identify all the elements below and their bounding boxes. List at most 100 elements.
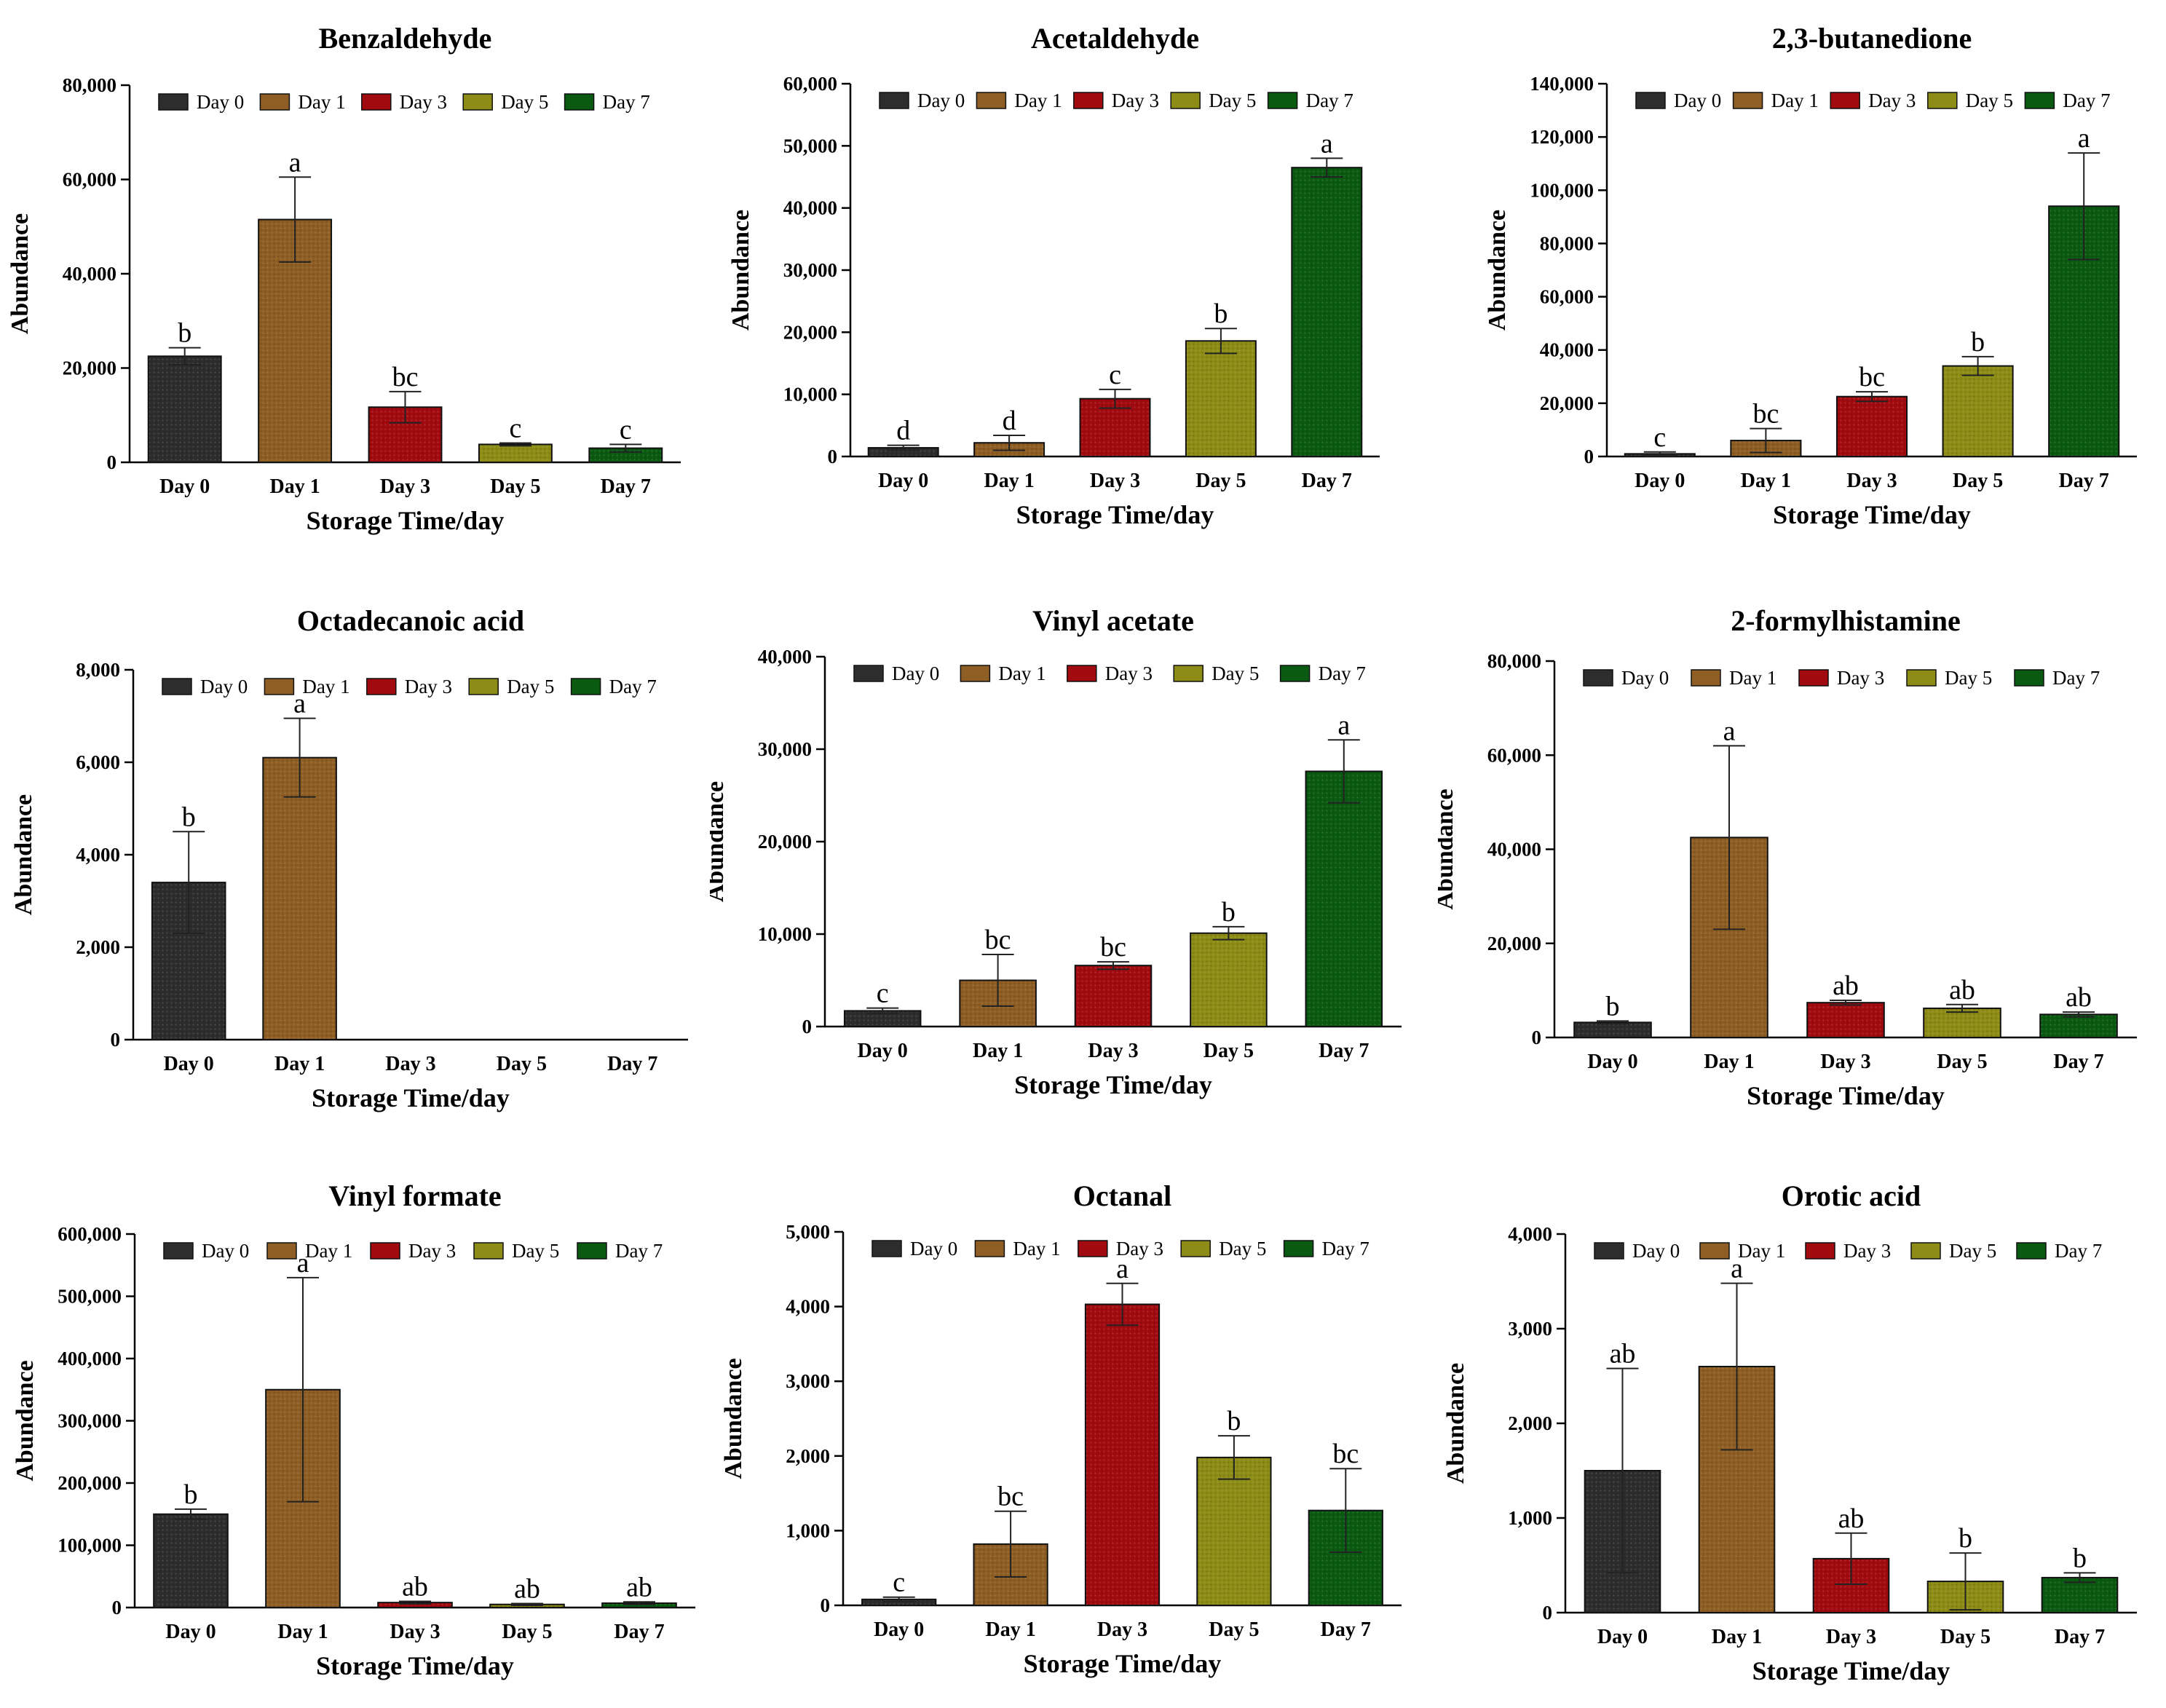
legend-swatch-day-3	[366, 678, 397, 695]
legend-swatch-day-0	[871, 1240, 902, 1257]
x-tick-label: Day 1	[1712, 1626, 1762, 1648]
error-bar-day-1	[1750, 427, 1782, 454]
legend-label-day-7: Day 7	[615, 1240, 663, 1262]
chart-title: Octanal	[1073, 1179, 1172, 1212]
x-tick-label: Day 0	[1587, 1051, 1637, 1073]
y-tick-label: 40,000	[783, 197, 837, 219]
legend-label-day-5: Day 5	[1945, 667, 1992, 689]
x-tick-label: Day 1	[1704, 1051, 1754, 1073]
x-axis-label: Storage Time/day	[1747, 1081, 1945, 1110]
chart-svg: Acetaldehyde 0 10,000 20,000 30,000 40,000 50,…	[727, 22, 1380, 529]
error-bar-day-1	[995, 1510, 1027, 1578]
y-tick-label: 60,000	[1540, 286, 1594, 308]
x-tick-label: Day 7	[1302, 470, 1352, 492]
legend-swatch-day-0	[1583, 669, 1613, 687]
legend-label-day-3: Day 3	[405, 676, 452, 697]
legend-label-day-5: Day 5	[507, 676, 554, 697]
legend-label-day-5: Day 5	[1219, 1238, 1266, 1260]
y-tick-label: 80,000	[1487, 650, 1541, 672]
legend-label-day-0: Day 0	[202, 1240, 249, 1262]
error-bar-day-3	[1097, 961, 1129, 970]
x-tick-label: Day 1	[973, 1040, 1023, 1062]
significance-letter: b	[1971, 327, 1985, 357]
legend-label-day-7: Day 7	[603, 91, 650, 113]
y-tick-label: 10,000	[783, 384, 837, 406]
x-tick-label: Day 5	[1940, 1626, 1991, 1648]
x-axis-label: Storage Time/day	[1773, 500, 1971, 529]
legend-swatch-day-0	[1594, 1242, 1624, 1260]
legend-label-day-0: Day 0	[910, 1238, 957, 1260]
significance-letter: d	[896, 416, 910, 446]
y-tick-label: 200,000	[58, 1472, 122, 1494]
chart-panel-7: Vinyl formate 0 100,000 200,000 300,000 400,0…	[0, 1158, 728, 1704]
significance-letter: c	[1653, 422, 1666, 453]
y-tick-label: 20,000	[783, 321, 837, 343]
error-bar-day-3	[389, 390, 422, 424]
x-tick-label: Day 5	[1203, 1040, 1254, 1062]
legend-label-day-0: Day 0	[892, 663, 939, 684]
significance-letter: c	[620, 414, 632, 445]
error-bar-day-0	[882, 1596, 915, 1602]
significance-letter: ab	[1949, 975, 1975, 1005]
legend-swatch-day-7	[564, 93, 595, 111]
significance-letter: b	[182, 802, 196, 832]
x-tick-label: Day 5	[497, 1053, 547, 1075]
x-tick-label: Day 5	[490, 475, 540, 498]
bar-day-1	[265, 1388, 341, 1608]
y-tick-label: 4,000	[1508, 1223, 1552, 1245]
y-tick-label: 3,000	[1508, 1318, 1552, 1340]
y-tick-label: 40,000	[63, 263, 116, 285]
y-tick-label: 500,000	[58, 1286, 122, 1308]
legend-swatch-day-7	[2016, 1242, 2047, 1260]
significance-letter: b	[1222, 897, 1236, 928]
significance-letter: bc	[392, 362, 419, 392]
error-bar-day-0	[173, 831, 205, 934]
y-tick-label: 40,000	[1540, 339, 1594, 361]
legend-swatch-day-7	[1279, 665, 1311, 682]
bar-day-3	[1835, 395, 1908, 458]
legend-swatch-day-7	[2014, 669, 2044, 687]
legend-label-day-1: Day 1	[998, 663, 1046, 684]
significance-letter: ab	[402, 1571, 428, 1602]
legend-label-day-3: Day 3	[1116, 1238, 1163, 1260]
significance-letter: ab	[1610, 1339, 1636, 1369]
legend-label-day-1: Day 1	[298, 91, 345, 113]
error-bar-day-1	[287, 1276, 319, 1503]
bar-day-5	[1185, 340, 1257, 457]
legend-label-day-1: Day 1	[1738, 1240, 1785, 1262]
y-tick-label: 20,000	[758, 831, 812, 853]
bar-day-5	[478, 443, 553, 464]
x-tick-label: Day 5	[1195, 470, 1246, 492]
chart-title: Vinyl acetate	[1032, 604, 1194, 637]
error-bar-day-7	[609, 443, 642, 453]
significance-letter: bc	[1752, 399, 1779, 430]
significance-letter: b	[184, 1479, 198, 1510]
legend-label-day-3: Day 3	[1112, 90, 1159, 111]
x-axis-label: Storage Time/day	[1024, 1649, 1222, 1678]
significance-letter: d	[1003, 406, 1016, 436]
y-tick-label: 4,000	[76, 844, 120, 866]
legend-swatch-day-5	[468, 678, 499, 695]
y-tick-label: 30,000	[783, 259, 837, 281]
chart-panel-3: 2,3-butanedione 0 20,000 40,000 60,000 80,000…	[1438, 0, 2166, 561]
legend-swatch-day-0	[853, 665, 884, 682]
x-axis-label: Storage Time/day	[307, 506, 505, 535]
bar-day-3	[1074, 965, 1153, 1027]
x-tick-label: Day 5	[502, 1621, 552, 1643]
x-tick-label: Day 0	[874, 1618, 924, 1641]
bar-day-0	[153, 1513, 229, 1608]
y-tick-label: 400,000	[58, 1348, 122, 1369]
x-tick-label: Day 7	[614, 1621, 664, 1643]
error-bar-day-3	[1856, 391, 1888, 403]
y-tick-label: 0	[821, 1594, 831, 1616]
error-bar-day-7	[2063, 1011, 2095, 1018]
legend-swatch-day-3	[1798, 669, 1829, 687]
legend-swatch-day-3	[370, 1242, 400, 1260]
legend-swatch-day-7	[570, 678, 601, 695]
x-tick-label: Day 3	[1088, 1040, 1138, 1062]
chart-title: Vinyl formate	[328, 1179, 501, 1212]
x-tick-label: Day 7	[607, 1053, 657, 1075]
y-tick-label: 40,000	[1487, 839, 1541, 861]
y-tick-label: 8,000	[76, 659, 120, 681]
